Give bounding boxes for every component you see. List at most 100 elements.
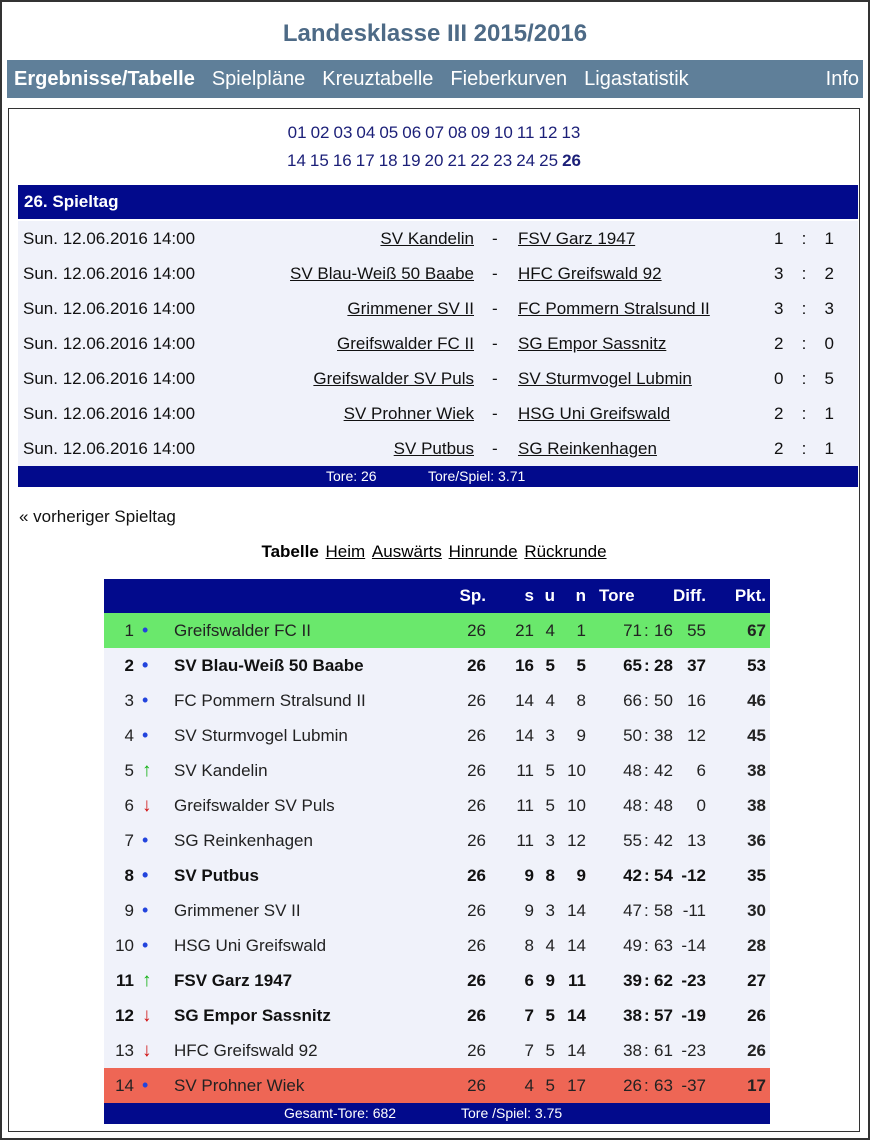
home-team-link[interactable]: Greifswalder SV Puls xyxy=(313,369,474,388)
table-row: 10 • HSG Uni Greifswald 26 8 4 14 49:63 -14 28 xyxy=(104,928,770,963)
matchday-link-16[interactable]: 16 xyxy=(332,151,352,170)
goal-difference: 0 xyxy=(696,796,706,815)
matchday-link-09[interactable]: 09 xyxy=(471,123,490,142)
losses: 9 xyxy=(576,726,586,745)
previous-matchday-link[interactable]: « vorheriger Spieltag xyxy=(19,507,176,526)
matchday-link-10[interactable]: 10 xyxy=(493,123,513,142)
away-team-link[interactable]: HFC Greifswald 92 xyxy=(518,264,662,283)
home-team-link[interactable]: SV Prohner Wiek xyxy=(343,404,474,423)
matchday-link-19[interactable]: 19 xyxy=(401,151,421,170)
losses: 14 xyxy=(567,1006,586,1025)
goal-difference: -23 xyxy=(681,971,706,990)
matchday-link-02[interactable]: 02 xyxy=(310,123,330,142)
matchday-link-12[interactable]: 12 xyxy=(538,123,558,142)
matchday-link-18[interactable]: 18 xyxy=(378,151,398,170)
home-goals: 2 xyxy=(774,439,784,458)
away-team-link[interactable]: SG Reinkenhagen xyxy=(518,439,657,458)
away-team-link[interactable]: FC Pommern Stralsund II xyxy=(518,299,710,318)
match-row: Sun. 12.06.2016 14:00 SV Prohner Wiek - HSG… xyxy=(18,396,858,431)
tab-tabelle[interactable]: Tabelle xyxy=(261,542,319,561)
matchday-link-06[interactable]: 06 xyxy=(402,123,422,142)
goal-difference: 37 xyxy=(687,656,706,675)
points: 38 xyxy=(747,761,766,780)
matchday-link-07[interactable]: 07 xyxy=(425,123,445,142)
tab-rueckrunde[interactable]: Rückrunde xyxy=(524,542,607,561)
score-colon: : xyxy=(801,369,807,388)
losses: 12 xyxy=(567,831,586,850)
matchday-link-03[interactable]: 03 xyxy=(333,123,353,142)
goals-for: 39 xyxy=(623,971,642,990)
trend-same-icon: • xyxy=(142,935,149,955)
match-date: Sun. 12.06.2016 14:00 xyxy=(23,369,196,388)
rank: 13 xyxy=(115,1041,134,1060)
nav-ergebnisse-tabelle[interactable]: Ergebnisse/Tabelle xyxy=(14,67,195,90)
home-team-link[interactable]: SV Blau-Weiß 50 Baabe xyxy=(290,264,474,283)
matchday-link-04[interactable]: 04 xyxy=(356,123,376,142)
matchday-link-01[interactable]: 01 xyxy=(287,123,307,142)
matchday-link-14[interactable]: 14 xyxy=(287,151,306,170)
matchday-link-22[interactable]: 22 xyxy=(470,151,490,170)
trend-same-icon: • xyxy=(142,725,149,745)
goals-against: 42 xyxy=(654,761,673,780)
table-row: 9 • Grimmener SV II 26 9 3 14 47:58 -11 30 xyxy=(104,893,770,928)
tab-auswaerts[interactable]: Auswärts xyxy=(371,542,442,561)
games-played: 26 xyxy=(467,866,486,885)
team-name: SG Empor Sassnitz xyxy=(174,1006,331,1025)
home-team-link[interactable]: SV Putbus xyxy=(393,439,474,458)
match-score: 3:2 xyxy=(774,256,834,291)
goals-colon: : xyxy=(644,971,650,990)
points: 45 xyxy=(747,726,766,745)
table-row: 13 ↓ HFC Greifswald 92 26 7 5 14 38:61 -23 26 xyxy=(104,1033,770,1068)
matchday-link-15[interactable]: 15 xyxy=(309,151,329,170)
home-team-link[interactable]: SV Kandelin xyxy=(380,229,474,248)
trend-down-icon: ↓ xyxy=(142,795,152,816)
tab-heim[interactable]: Heim xyxy=(325,542,366,561)
losses: 14 xyxy=(567,936,586,955)
matchday-link-08[interactable]: 08 xyxy=(448,123,468,142)
matchday-goals: Tore: 26 xyxy=(326,468,377,484)
home-team-link[interactable]: Greifswalder FC II xyxy=(337,334,474,353)
goal-difference: 6 xyxy=(696,761,706,780)
matchday-link-26[interactable]: 26 xyxy=(562,151,581,170)
away-team-link[interactable]: SG Empor Sassnitz xyxy=(518,334,667,353)
matchday-link-21[interactable]: 21 xyxy=(447,151,467,170)
matchday-link-13[interactable]: 13 xyxy=(561,123,581,142)
wins: 11 xyxy=(516,761,534,780)
team-name: SV Blau-Weiß 50 Baabe xyxy=(174,656,364,675)
nav-info[interactable]: Info xyxy=(825,67,859,90)
nav-ligastatistik[interactable]: Ligastatistik xyxy=(584,67,689,90)
matchday-link-20[interactable]: 20 xyxy=(424,151,444,170)
home-goals: 2 xyxy=(774,334,784,353)
matchday-link-17[interactable]: 17 xyxy=(355,151,375,170)
matchday-link-24[interactable]: 24 xyxy=(516,151,536,170)
goals-for: 49 xyxy=(623,936,642,955)
goal-difference: -37 xyxy=(681,1076,706,1095)
away-team-link[interactable]: HSG Uni Greifswald xyxy=(518,404,671,423)
team-name: SV Prohner Wiek xyxy=(174,1076,305,1095)
draws: 5 xyxy=(545,1076,555,1095)
score-colon: : xyxy=(801,439,807,458)
goals-against: 63 xyxy=(654,1076,673,1095)
score-colon: : xyxy=(801,404,807,423)
home-team-link[interactable]: Grimmener SV II xyxy=(347,299,474,318)
goal-difference: -11 xyxy=(682,901,706,920)
away-team-link[interactable]: FSV Garz 1947 xyxy=(518,229,636,248)
goals-against: 16 xyxy=(654,621,673,640)
tab-hinrunde[interactable]: Hinrunde xyxy=(448,542,518,561)
matchday-link-23[interactable]: 23 xyxy=(493,151,513,170)
wins: 4 xyxy=(524,1076,534,1095)
matchday-link-05[interactable]: 05 xyxy=(379,123,399,142)
goals-colon: : xyxy=(644,726,649,745)
away-team-link[interactable]: SV Sturmvogel Lubmin xyxy=(518,369,692,388)
trend-same-icon: • xyxy=(142,655,149,675)
nav-spielplaene[interactable]: Spielpläne xyxy=(211,67,306,90)
games-played: 26 xyxy=(467,831,486,850)
matchday-link-25[interactable]: 25 xyxy=(539,151,559,170)
points: 28 xyxy=(747,936,766,955)
goals-colon: : xyxy=(644,621,649,640)
header-pkt: Pkt. xyxy=(734,586,766,605)
nav-fieberkurven[interactable]: Fieberkurven xyxy=(450,67,568,90)
match-date: Sun. 12.06.2016 14:00 xyxy=(23,334,196,353)
nav-kreuztabelle[interactable]: Kreuztabelle xyxy=(322,67,434,90)
matchday-link-11[interactable]: 11 xyxy=(516,123,535,142)
